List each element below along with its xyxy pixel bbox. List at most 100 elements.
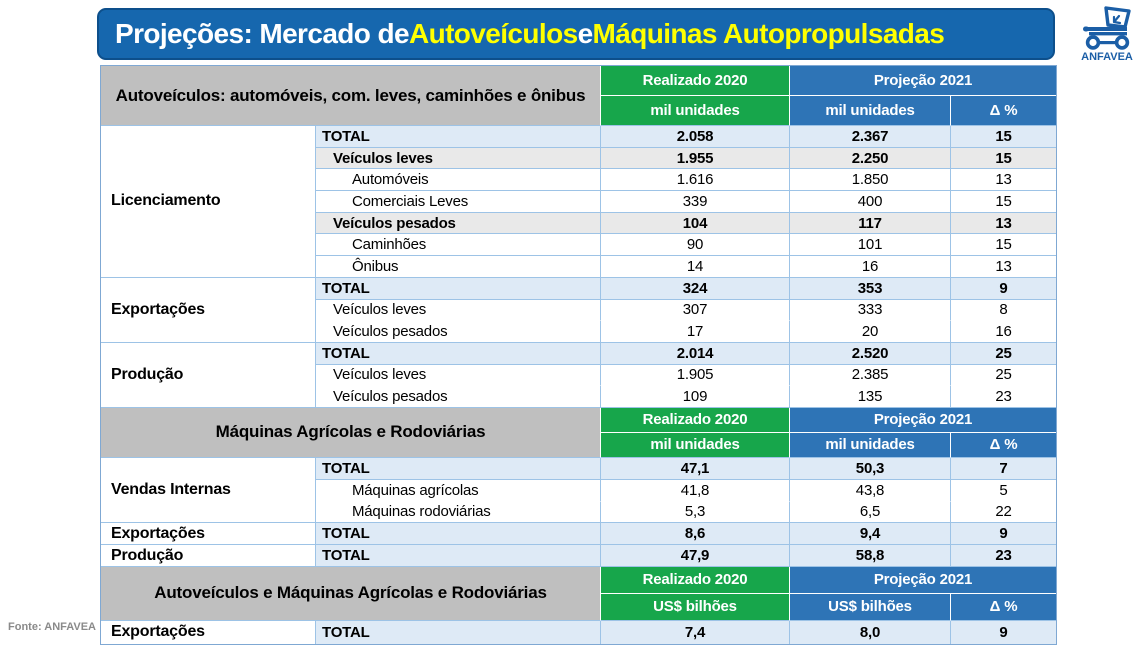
group-label: Exportações (101, 277, 316, 343)
value-cell: 333 (790, 299, 951, 322)
value-cell: 324 (601, 277, 790, 300)
row-label: Automóveis (316, 169, 601, 192)
row-label: Veículos pesados (316, 212, 601, 235)
anfavea-logo: ANFAVEA (1072, 6, 1142, 64)
row-label: Veículos pesados (316, 321, 601, 343)
unit-header-realizado: US$ bilhões (601, 593, 790, 621)
title-segment: e (577, 18, 594, 49)
value-cell: 17 (601, 321, 790, 343)
value-cell: 400 (790, 191, 951, 213)
col-header-realizado: Realizado 2020 (601, 566, 790, 594)
value-cell: 2.014 (601, 342, 790, 365)
value-cell: 41,8 (601, 479, 790, 502)
row-label: TOTAL (316, 126, 601, 148)
delta-header: Δ % (951, 96, 1056, 126)
value-cell: 117 (790, 212, 951, 235)
value-cell: 101 (790, 234, 951, 257)
value-cell: 135 (790, 386, 951, 408)
table-row: Exportações TOTAL 7,4 8,0 9 (101, 620, 1056, 644)
group-label: Vendas Internas (101, 457, 316, 524)
col-header-realizado: Realizado 2020 (601, 407, 790, 433)
value-cell: 353 (790, 277, 951, 300)
table-row: Veículos leves 1.955 2.250 15 (101, 147, 1056, 170)
value-cell: 13 (951, 256, 1056, 278)
title-segment-highlight: Autoveículos (408, 18, 578, 49)
anfavea-logo-label: ANFAVEA (1081, 51, 1133, 63)
table-row: Máquinas rodoviárias 5,3 6,5 22 (101, 501, 1056, 524)
tractor-icon (1079, 6, 1135, 50)
group-label: Produção (101, 342, 316, 408)
section-title: Máquinas Agrícolas e Rodoviárias (101, 407, 601, 458)
table-row: Veículos leves 1.905 2.385 25 (101, 364, 1056, 387)
value-cell: 15 (951, 147, 1056, 170)
table-row: Veículos leves 307 333 8 (101, 299, 1056, 322)
row-label: Veículos leves (316, 147, 601, 170)
col-header-realizado: Realizado 2020 (601, 66, 790, 96)
value-cell: 50,3 (790, 457, 951, 480)
value-cell: 47,1 (601, 457, 790, 480)
value-cell: 8,0 (790, 620, 951, 644)
section-title: Autoveículos: automóveis, com. leves, ca… (101, 66, 601, 126)
value-cell: 23 (951, 545, 1056, 567)
value-cell: 6,5 (790, 501, 951, 524)
value-cell: 2.367 (790, 126, 951, 148)
table-row: Exportações TOTAL 324 353 9 (101, 277, 1056, 343)
delta-header: Δ % (951, 593, 1056, 621)
unit-header-realizado: mil unidades (601, 96, 790, 126)
delta-header: Δ % (951, 432, 1056, 458)
value-cell: 20 (790, 321, 951, 343)
unit-header-projecao: mil unidades (790, 432, 951, 458)
table-row: Veículos pesados 109 135 23 (101, 386, 1056, 408)
unit-header-projecao: mil unidades (790, 96, 951, 126)
table-row: Produção TOTAL 2.014 2.520 25 (101, 342, 1056, 408)
value-cell: 9 (951, 277, 1056, 300)
value-cell: 109 (601, 386, 790, 408)
value-cell: 1.955 (601, 147, 790, 170)
table-row: Veículos pesados 104 117 13 (101, 212, 1056, 235)
value-cell: 5 (951, 479, 1056, 502)
value-cell: 15 (951, 126, 1056, 148)
value-cell: 58,8 (790, 545, 951, 567)
value-cell: 90 (601, 234, 790, 257)
value-cell: 1.905 (601, 364, 790, 387)
title-segment: Projeções: Mercado de (115, 18, 410, 49)
row-label: Máquinas rodoviárias (316, 501, 601, 524)
row-label: Veículos pesados (316, 386, 601, 408)
value-cell: 22 (951, 501, 1056, 524)
group-label: Exportações (101, 523, 316, 546)
row-label: Veículos leves (316, 299, 601, 322)
col-header-projecao: Projeção 2021 (790, 407, 1056, 433)
row-label: TOTAL (316, 523, 601, 546)
value-cell: 43,8 (790, 479, 951, 502)
value-cell: 104 (601, 212, 790, 235)
value-cell: 7 (951, 457, 1056, 480)
value-cell: 16 (951, 321, 1056, 343)
table-row: Vendas Internas TOTAL 47,1 50,3 7 (101, 457, 1056, 524)
value-cell: 23 (951, 386, 1056, 408)
group-label: Licenciamento (101, 126, 316, 278)
group-label: Exportações (101, 620, 316, 644)
projections-table: Autoveículos: automóveis, com. leves, ca… (100, 65, 1057, 645)
value-cell: 8,6 (601, 523, 790, 546)
value-cell: 8 (951, 299, 1056, 322)
value-cell: 9 (951, 620, 1056, 644)
title-segment-highlight: Máquinas Autopropulsadas (592, 18, 945, 49)
table-row: Veículos pesados 17 20 16 (101, 321, 1056, 343)
table-row: Licenciamento TOTAL 2.058 2.367 15 (101, 126, 1056, 278)
row-label: TOTAL (316, 620, 601, 644)
table-row: Máquinas agrícolas 41,8 43,8 5 (101, 479, 1056, 502)
value-cell: 1.850 (790, 169, 951, 192)
value-cell: 5,3 (601, 501, 790, 524)
row-label: Caminhões (316, 234, 601, 257)
value-cell: 2.250 (790, 147, 951, 170)
value-cell: 9,4 (790, 523, 951, 546)
value-cell: 14 (601, 256, 790, 278)
col-header-projecao: Projeção 2021 (790, 566, 1056, 594)
row-label: TOTAL (316, 342, 601, 365)
section-title: Autoveículos e Máquinas Agrícolas e Rodo… (101, 566, 601, 621)
value-cell: 13 (951, 212, 1056, 235)
value-cell: 2.520 (790, 342, 951, 365)
table-row: Caminhões 90 101 15 (101, 234, 1056, 257)
slide-title-bar: Projeções: Mercado de Autoveículos e Máq… (97, 8, 1055, 60)
